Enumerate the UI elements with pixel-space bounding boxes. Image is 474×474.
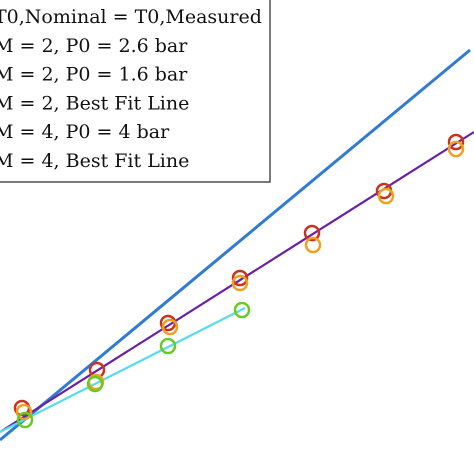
data-point <box>304 236 322 254</box>
data-point <box>303 224 321 242</box>
legend-entry: M = 4, P0 = 4 bar <box>0 121 170 143</box>
data-point <box>231 269 249 287</box>
data-point <box>447 140 465 158</box>
legend-entry: M = 2, P0 = 2.6 bar <box>0 35 188 57</box>
data-point <box>377 187 395 205</box>
legend-entry: M = 4, Best Fit Line <box>0 150 189 172</box>
data-point <box>233 301 251 319</box>
legend-entry: M = 2, P0 = 1.6 bar <box>0 64 188 86</box>
series-line <box>0 131 474 433</box>
data-point <box>161 318 179 336</box>
data-point <box>447 133 465 151</box>
data-point <box>15 403 33 421</box>
data-point <box>16 411 34 429</box>
legend-entry: T0,Nominal = T0,Measured <box>0 6 262 28</box>
legend-box <box>0 0 271 183</box>
data-point <box>231 274 249 292</box>
data-point <box>86 375 104 393</box>
legend-entry: M = 2, Best Fit Line <box>0 92 189 114</box>
data-point <box>159 337 177 355</box>
series-line <box>0 48 471 442</box>
series-line <box>0 307 246 433</box>
